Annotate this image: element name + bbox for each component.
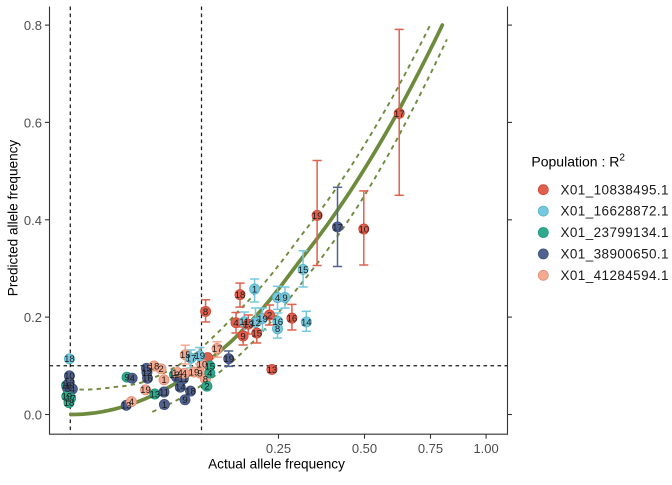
svg-text:4: 4: [207, 368, 213, 379]
svg-text:19: 19: [223, 354, 234, 365]
svg-text:14: 14: [301, 317, 312, 328]
svg-text:X01_10838495.1: X01_10838495.1: [561, 182, 669, 197]
svg-text:0.2: 0.2: [24, 310, 42, 325]
svg-text:14: 14: [172, 368, 183, 379]
svg-text:15: 15: [204, 361, 215, 372]
svg-text:4: 4: [130, 374, 136, 385]
svg-text:10: 10: [358, 224, 369, 235]
svg-text:16: 16: [142, 374, 153, 385]
svg-text:X01_41284594.1: X01_41284594.1: [561, 268, 669, 283]
svg-text:10: 10: [64, 371, 75, 382]
svg-text:8: 8: [275, 324, 280, 335]
svg-text:15: 15: [298, 265, 309, 276]
svg-text:19: 19: [257, 314, 268, 325]
svg-text:0.8: 0.8: [24, 18, 42, 33]
svg-text:2: 2: [204, 382, 209, 393]
svg-text:12: 12: [169, 370, 180, 381]
svg-text:2: 2: [158, 364, 163, 375]
svg-text:8: 8: [203, 307, 208, 318]
svg-text:13: 13: [149, 389, 160, 400]
svg-text:14: 14: [175, 383, 186, 394]
svg-text:15: 15: [180, 350, 191, 361]
svg-text:8: 8: [203, 375, 208, 386]
svg-text:9: 9: [182, 395, 187, 406]
svg-text:X01_16628872.1: X01_16628872.1: [561, 204, 669, 219]
svg-text:19: 19: [189, 367, 200, 378]
svg-text:0.25: 0.25: [266, 441, 291, 456]
svg-text:9: 9: [282, 293, 287, 304]
svg-text:2: 2: [267, 310, 272, 321]
svg-text:15: 15: [141, 364, 152, 375]
svg-text:1: 1: [162, 400, 167, 411]
svg-text:4: 4: [275, 293, 281, 304]
svg-text:17: 17: [65, 394, 76, 405]
svg-text:13: 13: [267, 365, 278, 376]
svg-text:0.6: 0.6: [24, 115, 42, 130]
svg-text:0.0: 0.0: [24, 408, 42, 423]
svg-text:1: 1: [161, 375, 166, 386]
svg-text:X01_23799134.1: X01_23799134.1: [561, 225, 669, 240]
svg-text:4: 4: [70, 384, 76, 395]
svg-text:9: 9: [197, 368, 202, 379]
svg-text:11: 11: [159, 387, 169, 398]
svg-text:11: 11: [178, 374, 188, 385]
svg-text:4: 4: [182, 369, 188, 380]
svg-text:16: 16: [272, 317, 283, 328]
svg-text:17: 17: [186, 354, 197, 365]
svg-text:13: 13: [243, 320, 254, 331]
svg-text:1.00: 1.00: [473, 441, 498, 456]
svg-text:15: 15: [251, 329, 262, 340]
svg-text:17: 17: [394, 109, 405, 120]
svg-text:Actual allele frequency: Actual allele frequency: [208, 457, 345, 472]
svg-text:9: 9: [240, 331, 245, 342]
svg-text:13: 13: [64, 378, 75, 389]
svg-text:19: 19: [61, 392, 72, 403]
svg-text:0.75: 0.75: [418, 441, 443, 456]
svg-text:19: 19: [312, 211, 323, 222]
svg-text:1: 1: [252, 284, 257, 295]
svg-text:4: 4: [233, 318, 239, 329]
svg-text:10: 10: [197, 360, 208, 371]
svg-text:0.4: 0.4: [24, 213, 42, 228]
svg-text:0.50: 0.50: [352, 441, 377, 456]
svg-text:Population : R2: Population : R2: [531, 153, 625, 170]
svg-text:12: 12: [250, 318, 261, 329]
svg-text:8: 8: [65, 384, 70, 395]
svg-text:17: 17: [212, 344, 223, 355]
svg-text:19: 19: [194, 351, 205, 362]
svg-text:17: 17: [332, 222, 343, 233]
svg-text:18: 18: [149, 361, 160, 372]
svg-text:4: 4: [129, 397, 135, 408]
svg-text:X01_38900650.1: X01_38900650.1: [561, 247, 669, 262]
svg-text:13: 13: [121, 401, 132, 412]
svg-text:12: 12: [142, 368, 153, 379]
svg-text:18: 18: [64, 354, 75, 365]
svg-text:19: 19: [140, 385, 151, 396]
svg-text:11: 11: [239, 317, 249, 328]
svg-text:16: 16: [287, 314, 298, 325]
svg-text:16: 16: [61, 381, 72, 392]
svg-text:18: 18: [64, 398, 75, 409]
svg-text:2: 2: [174, 373, 179, 384]
svg-text:18: 18: [235, 290, 246, 301]
svg-text:Predicted allele frequency: Predicted allele frequency: [6, 140, 21, 297]
svg-text:9: 9: [124, 373, 129, 384]
svg-text:18: 18: [185, 387, 196, 398]
